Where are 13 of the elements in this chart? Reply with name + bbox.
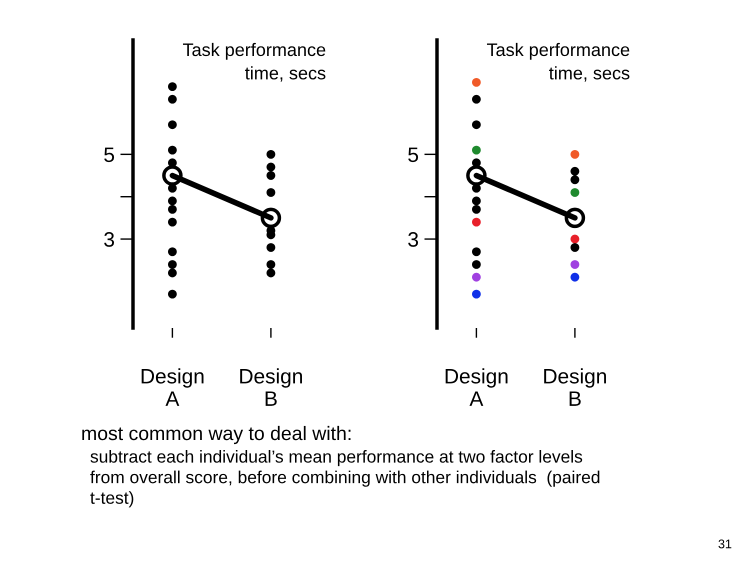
y-tick-label: 3: [104, 232, 114, 247]
x-tick-label: Design A: [446, 368, 508, 406]
y-tick-label: 3: [408, 232, 418, 247]
text: most common way to deal with:: [82, 426, 350, 444]
y-tick-label: 5: [104, 148, 114, 162]
y-axis-title: Task performance time, secs: [486, 42, 630, 82]
text: 31: [718, 540, 732, 548]
y-tick-label: 5: [408, 148, 418, 162]
x-tick-label: Design B: [240, 368, 302, 406]
text: subtract each individual’s mean performance at two factor levels from overall score, before combining with other individuals (paired t-test): [90, 450, 600, 508]
y-axis-title: Task performance time, secs: [182, 42, 326, 82]
x-tick-label: Design B: [544, 368, 606, 406]
x-tick-label: Design A: [142, 368, 204, 406]
